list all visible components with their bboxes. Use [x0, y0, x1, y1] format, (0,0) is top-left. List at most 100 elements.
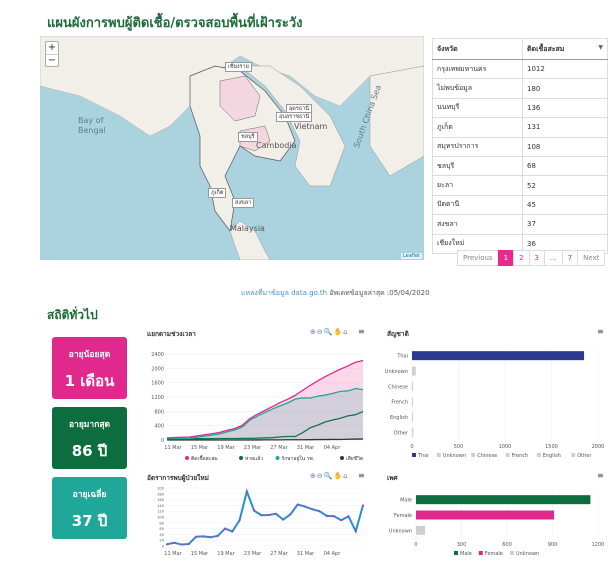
x-tick-label: 23 Mar: [244, 551, 262, 557]
cell-province: ปัตตานี: [432, 194, 523, 216]
menu-icon[interactable]: ≡: [358, 327, 365, 336]
map-tag-chonburi[interactable]: ชลบุรี: [238, 132, 258, 142]
category-label: French: [391, 400, 408, 406]
sort-desc-icon[interactable]: ▼: [598, 43, 603, 51]
map-tag-ubon[interactable]: อุบลราชธานี: [276, 112, 313, 122]
legend-marker: [571, 453, 576, 457]
y-tick-label: 100: [157, 516, 165, 520]
cell-province: ยะลา: [432, 175, 523, 196]
x-tick-label: 15 Mar: [191, 445, 209, 451]
zoom-in-button[interactable]: +: [47, 42, 57, 53]
stat-label: อายุมากสุด: [68, 420, 111, 430]
source-link[interactable]: แหล่งที่มาข้อมูล data.go.th: [241, 289, 328, 297]
pager-page-7[interactable]: 7: [561, 250, 579, 266]
pager-page-1[interactable]: 1: [497, 250, 515, 266]
table-row: กรุงเทพมหานคร 1012: [432, 58, 608, 80]
legend-marker: [478, 551, 483, 555]
stat-card-max-age: อายุมากสุด 86 ปี: [52, 407, 127, 469]
menu-icon[interactable]: ≡: [358, 471, 365, 480]
col-header-province[interactable]: จังหวัด: [432, 38, 523, 60]
data-point: [340, 519, 343, 522]
chart-title-timeline: แยกตามช่วงเวลา: [147, 330, 196, 338]
legend-marker: [436, 453, 441, 457]
data-point: [347, 515, 350, 518]
data-point: [180, 543, 183, 546]
legend-marker: [510, 551, 514, 555]
bar: [416, 525, 426, 535]
cell-cases: 131: [522, 117, 608, 138]
table-row: เชียงใหม่ 36: [432, 233, 608, 254]
bar: [416, 510, 555, 520]
chart-toolbar-timeline[interactable]: ⊕⊖🔍✋⌂: [310, 328, 349, 336]
cell-cases: 68: [522, 155, 608, 177]
menu-icon[interactable]: ≡: [597, 327, 604, 336]
data-point: [253, 509, 256, 512]
chart-title-daily: อัตราการพบผู้ป่วยใหม่: [147, 474, 209, 482]
map-tag-phuket[interactable]: ภูเก็ต: [208, 188, 227, 198]
series-line: [167, 438, 364, 441]
category-label: English: [390, 415, 408, 421]
y-tick-label: 40: [159, 533, 164, 537]
table-row: สงขลา 37: [432, 214, 608, 235]
x-tick-label: 19 Mar: [217, 551, 235, 557]
y-tick-label: 160: [157, 498, 165, 502]
pager-ellipsis: ...: [544, 250, 563, 266]
x-tick-label: 15 Mar: [191, 551, 209, 557]
map-tag-songkhla[interactable]: สงขลา: [232, 198, 255, 208]
pager-previous-button[interactable]: Previous: [457, 250, 499, 266]
sea-label-bengal: Bengal: [78, 126, 106, 135]
legend-marker: [412, 453, 416, 457]
chart-toolbar-daily[interactable]: ⊕⊖🔍✋⌂: [310, 472, 349, 480]
leaflet-attribution[interactable]: Leaflet: [400, 253, 422, 259]
legend-label: Female: [485, 551, 503, 557]
province-map[interactable]: + − Bay of Bengal South China Sea Vietna…: [40, 36, 424, 260]
data-point: [187, 542, 190, 545]
x-tick-label: 600: [502, 542, 512, 548]
table-row: ภูเก็ต 131: [432, 117, 608, 138]
y-tick-label: 140: [157, 504, 165, 508]
x-tick-label: 0: [410, 444, 413, 450]
zoom-out-button[interactable]: −: [46, 54, 58, 66]
cell-province: ภูเก็ต: [432, 117, 523, 138]
bar: [412, 351, 585, 361]
table-row: ไม่พบข้อมูล 180: [432, 78, 608, 99]
cell-province: กรุงเทพมหานคร: [432, 58, 523, 80]
pager-next-button[interactable]: Next: [577, 250, 606, 266]
stat-label: อายุน้อยสุด: [68, 350, 111, 360]
series-line: [167, 410, 364, 440]
y-tick-label: 80: [159, 521, 164, 525]
y-tick-label: 120: [157, 510, 165, 514]
data-point: [282, 518, 285, 521]
menu-icon[interactable]: ≡: [597, 471, 604, 480]
category-label: Unknown: [385, 369, 408, 375]
cell-cases: 45: [522, 194, 608, 216]
x-tick-label: 04 Apr: [324, 445, 342, 451]
col-header-cases[interactable]: ติดเชื้อสะสม ▼: [522, 38, 608, 60]
x-tick-label: 23 Mar: [244, 445, 262, 451]
table-row: ยะลา 52: [432, 175, 608, 196]
stat-label: อายุเฉลี่ย: [72, 490, 107, 500]
y-tick-label: 20: [159, 539, 164, 543]
table-row: ชลบุรี 68: [432, 155, 608, 177]
legend-marker: [239, 456, 243, 460]
pager-page-2[interactable]: 2: [513, 250, 530, 266]
data-point: [238, 519, 241, 522]
cell-province: สงขลา: [432, 214, 523, 235]
data-point: [325, 514, 328, 517]
x-tick-label: 1200: [592, 542, 605, 548]
data-point: [303, 505, 306, 508]
legend-marker: [454, 551, 458, 555]
page-title: แผนผังการพบผู้ติดเชื้อ/ตรวจสอบพื้นที่เฝ้…: [47, 16, 303, 31]
x-tick-label: 11 Mar: [164, 445, 182, 451]
y-tick-label: 1600: [151, 381, 164, 387]
data-point: [332, 515, 335, 518]
chart-title-gender: เพศ: [387, 474, 398, 482]
pager-page-3[interactable]: 3: [528, 250, 545, 266]
data-point: [245, 490, 248, 493]
legend-label: Chinese: [477, 453, 497, 459]
data-point: [166, 543, 168, 546]
source-line: แหล่งที่มาข้อมูล data.go.th อัพเดทข้อมูล…: [241, 288, 430, 299]
map-tag-chiangrai[interactable]: เชียงราย: [225, 62, 252, 72]
cell-province: ไม่พบข้อมูล: [432, 78, 523, 99]
data-point: [318, 510, 321, 513]
